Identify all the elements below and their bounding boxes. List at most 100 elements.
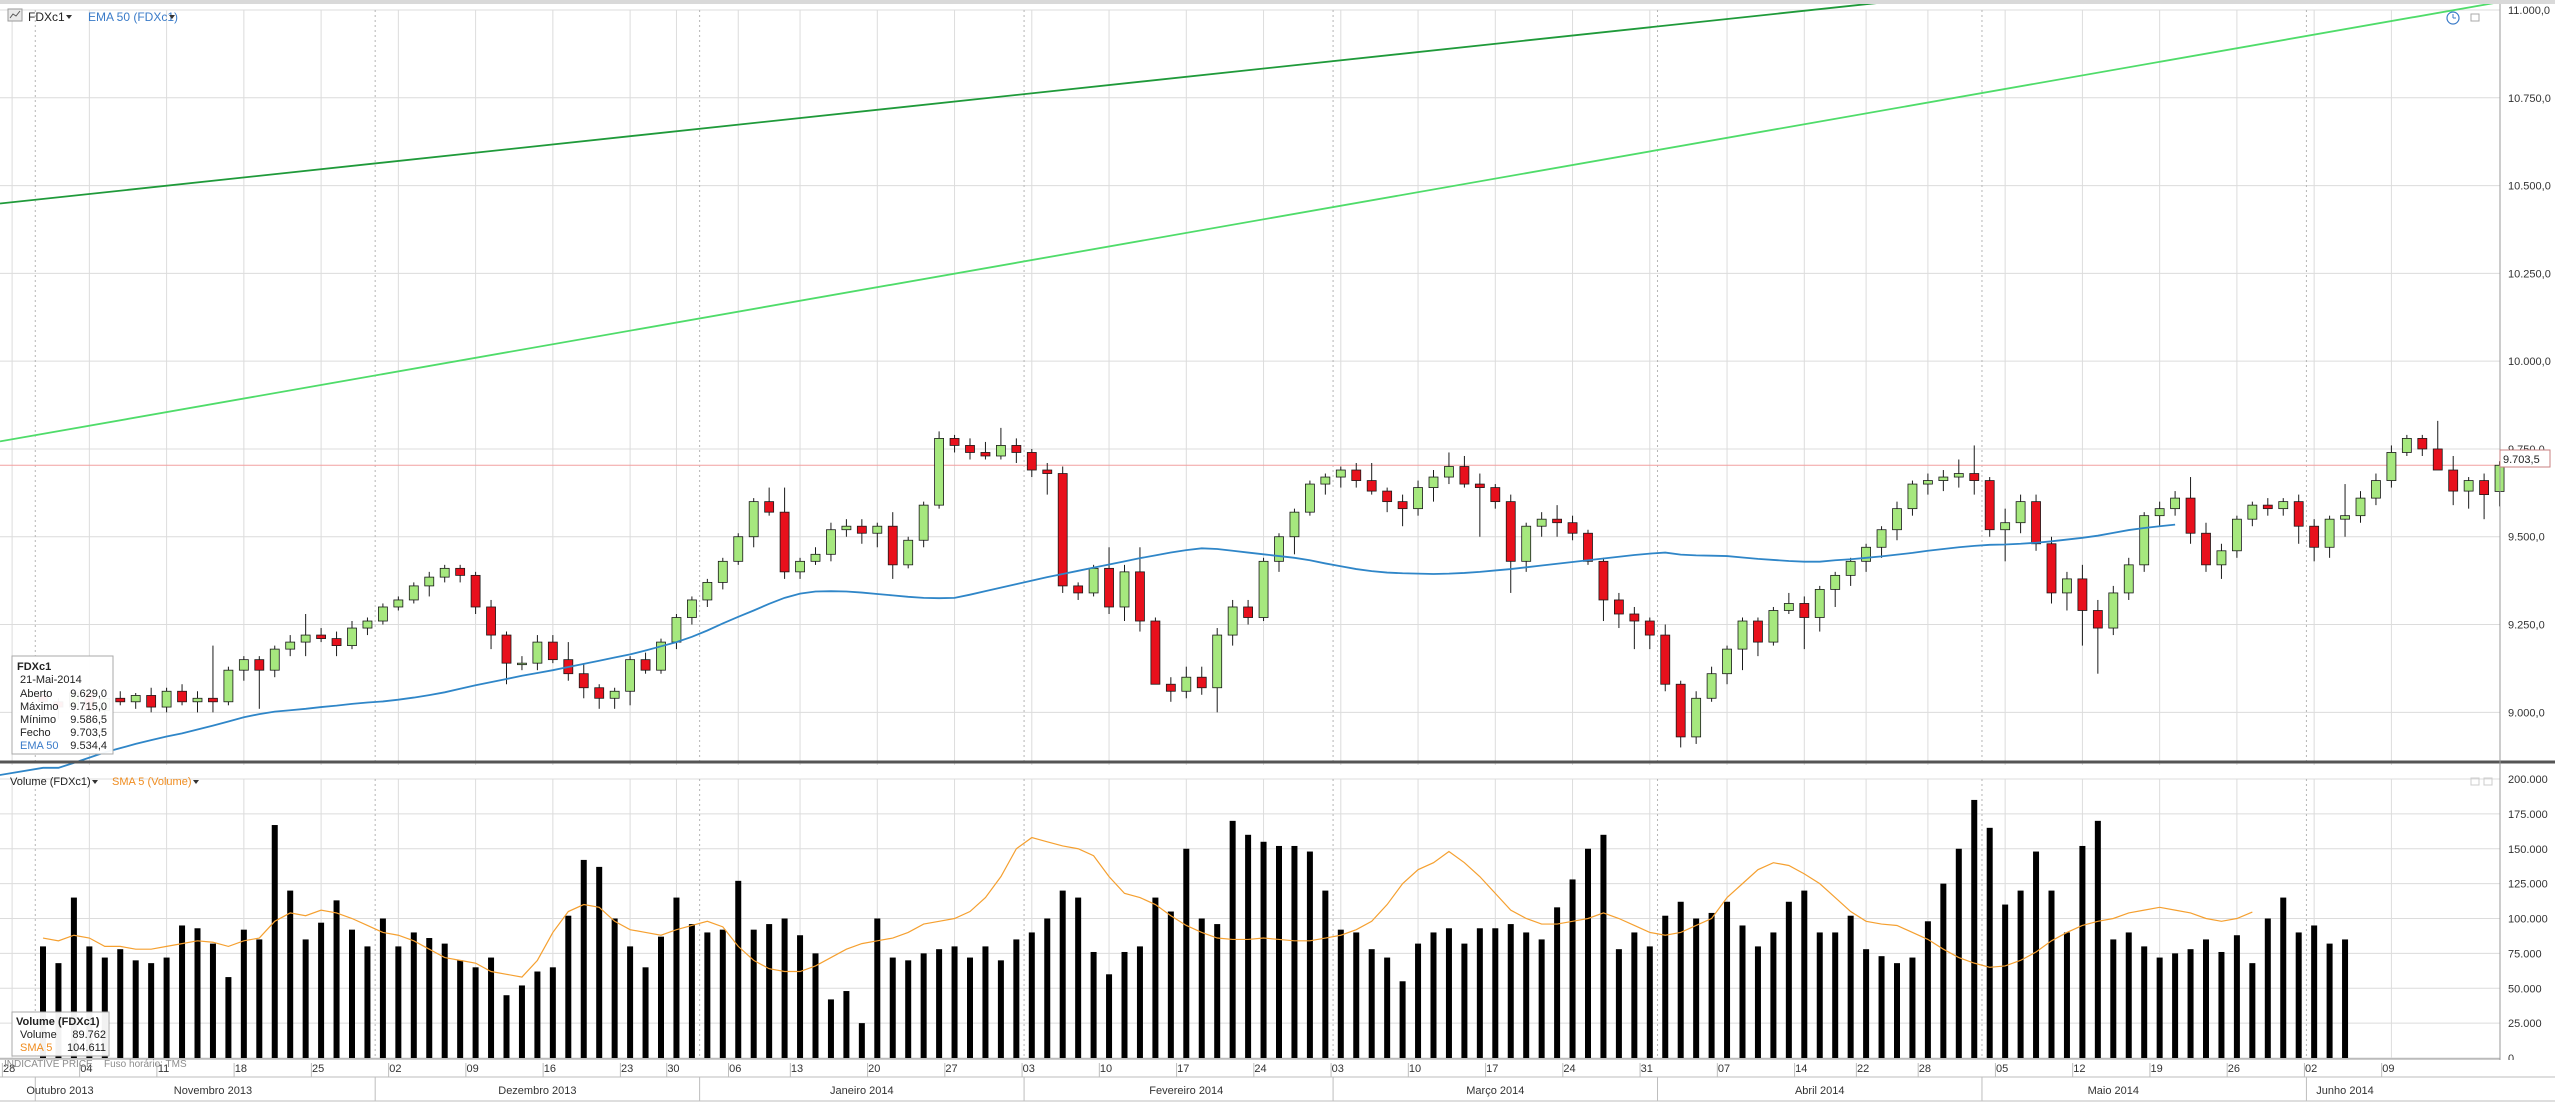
volume-bar: [1044, 918, 1051, 1058]
day-label: 28: [3, 1063, 15, 1075]
volume-bar: [1167, 911, 1174, 1058]
volume-bar: [1538, 939, 1545, 1058]
volume-bar: [472, 967, 479, 1058]
candle-down: [1382, 490, 1393, 503]
volume-bar: [1801, 890, 1808, 1058]
current-price-value: 9.703,5: [2503, 454, 2540, 466]
volume-bar: [333, 900, 340, 1058]
triangle-down-icon[interactable]: [169, 15, 175, 19]
volume-bar: [488, 957, 495, 1058]
volume-bar: [86, 946, 93, 1058]
restore-icon[interactable]: [2470, 777, 2480, 786]
volume-bar: [2295, 932, 2302, 1058]
candle-down: [764, 501, 775, 513]
volume-bar: [1785, 901, 1792, 1058]
volume-tick-label: 125.000: [2508, 879, 2548, 891]
triangle-down-icon[interactable]: [66, 15, 72, 19]
volume-bar: [1770, 932, 1777, 1058]
triangle-down-icon[interactable]: [92, 780, 98, 784]
volume-bar: [1924, 921, 1931, 1058]
candle-up: [2154, 508, 2165, 517]
candle-up: [1876, 529, 1887, 548]
candle-up: [532, 641, 543, 664]
volume-bar: [1940, 883, 1947, 1058]
volume-bar: [1121, 951, 1128, 1058]
sma-line: [42, 836, 2253, 978]
volume-tick-label: 25.000: [2508, 1018, 2542, 1030]
candle-down: [1490, 487, 1501, 503]
volume-bar: [441, 943, 448, 1058]
volume-bar: [658, 936, 664, 1058]
volume-bar: [2233, 935, 2240, 1058]
candle-up: [841, 525, 852, 531]
volume-bar: [1600, 834, 1607, 1058]
candle-up: [1181, 676, 1192, 692]
volume-bar: [1971, 799, 1978, 1058]
volume-symbol-label[interactable]: Volume (FDXc1): [10, 776, 91, 788]
candle-up: [1212, 634, 1223, 689]
ohlc-label-low: Mínimo: [20, 714, 56, 726]
candle-up: [2170, 497, 2181, 510]
candle-down: [1614, 599, 1624, 615]
day-label: 03: [1023, 1063, 1035, 1075]
volume-bar: [2249, 963, 2256, 1058]
symbol-label[interactable]: FDXc1: [28, 10, 65, 24]
candle-up: [1119, 571, 1130, 608]
price-tag-box: [2499, 449, 2551, 468]
day-label: 26: [2228, 1063, 2240, 1075]
volume-bar: [997, 960, 1004, 1058]
candle-up: [1289, 511, 1300, 538]
candle-up: [2062, 578, 2072, 594]
chart-header: FDXc1 EMA 50 (FDXc1): [7, 8, 2480, 25]
volume-bar: [1662, 915, 1669, 1058]
candle-up: [2015, 501, 2026, 524]
candle-down: [1057, 473, 1068, 587]
candle-down: [1042, 469, 1053, 474]
restore-icon[interactable]: [2470, 13, 2480, 22]
volume-bar: [2264, 918, 2271, 1058]
volume-bar: [735, 880, 742, 1058]
ema-50-line: [0, 523, 2176, 776]
volume-bar: [1198, 918, 1205, 1058]
volume-bar: [596, 866, 603, 1058]
candle-down: [1969, 473, 1980, 481]
ohlc-value-low: 9.586,5: [70, 714, 107, 726]
volume-bar: [1615, 949, 1622, 1058]
volume-box-value-volume: 89.762: [72, 1029, 106, 1041]
triangle-down-icon[interactable]: [193, 780, 199, 784]
candle-down: [1397, 501, 1408, 510]
volume-bar: [2280, 897, 2287, 1058]
ohlc-title: FDXc1: [17, 661, 51, 673]
candle-up: [1227, 606, 1238, 636]
sma-label[interactable]: SMA 5 (Volume): [112, 776, 191, 788]
volume-box-value-sma: 104.611: [67, 1042, 106, 1054]
candle-down: [1073, 585, 1084, 594]
indicator-label[interactable]: EMA 50 (FDXc1): [88, 10, 178, 24]
candle-up: [130, 695, 141, 703]
ohlc-value-high: 9.715,0: [70, 701, 107, 713]
axes: 9.000,09.250,09.500,09.750,010.000,010.2…: [0, 0, 2555, 1072]
volume-bar: [1106, 974, 1113, 1058]
candle-up: [2278, 501, 2289, 510]
volume-bar: [781, 918, 788, 1058]
volume-bar: [1368, 949, 1375, 1058]
price-tick-label: 11.000,0: [2508, 5, 2550, 17]
candle-up: [702, 581, 713, 601]
volume-bar: [349, 929, 355, 1058]
candle-down: [1366, 480, 1377, 492]
volume-bar: [256, 939, 263, 1058]
volume-bar: [1693, 918, 1700, 1058]
month-label: Novembro 2013: [174, 1085, 252, 1097]
candle-down: [2479, 480, 2490, 496]
candles: [38, 420, 2505, 748]
candle-down: [1629, 613, 1640, 622]
volume-bar: [364, 946, 371, 1058]
restore-icon[interactable]: [2483, 777, 2493, 786]
volume-bar: [1909, 957, 1916, 1058]
volume-bar: [302, 939, 309, 1058]
day-label: 09: [2382, 1063, 2394, 1075]
candle-down: [331, 638, 342, 647]
candle-down: [1567, 522, 1578, 534]
candle-down: [501, 634, 512, 664]
